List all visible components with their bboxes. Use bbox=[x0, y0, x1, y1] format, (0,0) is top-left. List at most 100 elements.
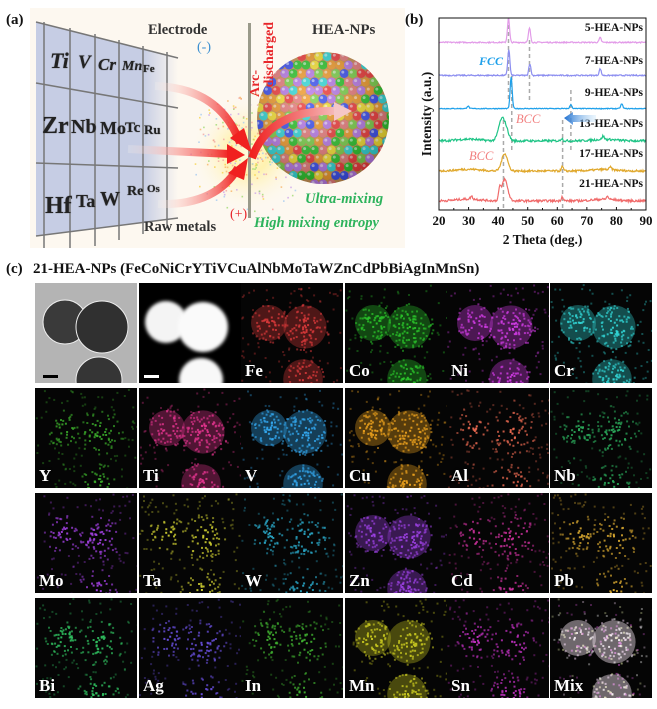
eds-map-in: In bbox=[241, 598, 343, 698]
eds-map-y: Y bbox=[35, 388, 137, 488]
spark bbox=[265, 156, 267, 159]
element-label: Pb bbox=[554, 571, 574, 590]
spark bbox=[254, 164, 257, 167]
spark bbox=[214, 145, 217, 148]
element-cell: Ta bbox=[76, 191, 96, 211]
element-cell: Os bbox=[147, 183, 160, 195]
spark bbox=[217, 144, 220, 147]
eds-map-al: Al bbox=[447, 388, 549, 488]
plus-label: (+) bbox=[230, 207, 248, 222]
spark bbox=[262, 198, 265, 200]
spark bbox=[231, 138, 233, 141]
annotation-bcc-17: BCC bbox=[469, 149, 494, 163]
y-axis-label: Intensity (a.u.) bbox=[419, 72, 434, 156]
spark bbox=[258, 190, 261, 193]
eds-map-ag: Ag bbox=[139, 598, 241, 698]
spark bbox=[256, 93, 258, 96]
spark bbox=[242, 117, 245, 119]
spark bbox=[198, 141, 200, 143]
element-label: Cr bbox=[554, 361, 574, 380]
spark bbox=[287, 196, 289, 199]
spark bbox=[251, 127, 253, 129]
element-label: V bbox=[245, 466, 258, 485]
spark bbox=[265, 153, 267, 155]
spark bbox=[252, 168, 254, 170]
spark bbox=[257, 158, 259, 160]
eds-map-bi: Bi bbox=[35, 598, 137, 698]
element-label: Mo bbox=[39, 571, 64, 590]
arc-label-1: Arc- bbox=[248, 70, 263, 97]
spark bbox=[283, 200, 285, 202]
eds-map-cd: Cd bbox=[447, 493, 549, 593]
arrow-top bbox=[154, 82, 244, 145]
element-cell: Re bbox=[127, 184, 144, 199]
element-label: Bi bbox=[39, 676, 56, 695]
panel-label-b: (b) bbox=[405, 12, 424, 28]
tem-image bbox=[35, 283, 137, 383]
element-label: Nb bbox=[554, 466, 576, 485]
spark bbox=[215, 199, 218, 201]
eds-map-mix: Mix bbox=[550, 598, 652, 698]
electrode-rod bbox=[248, 23, 251, 218]
spark bbox=[254, 192, 257, 194]
spark bbox=[222, 121, 224, 124]
arc-label-2: discharged bbox=[262, 22, 277, 88]
spark bbox=[203, 126, 205, 129]
series-label: 17-HEA-NPs bbox=[579, 148, 643, 160]
spark bbox=[280, 186, 283, 188]
spark bbox=[275, 176, 277, 179]
x-tick-label: 30 bbox=[462, 213, 475, 228]
spark bbox=[225, 189, 228, 192]
spark bbox=[242, 116, 245, 118]
electrode-label: Electrode bbox=[148, 22, 208, 38]
x-tick-label: 70 bbox=[580, 213, 593, 228]
spark bbox=[261, 195, 264, 198]
spark bbox=[254, 168, 256, 170]
spark bbox=[275, 178, 277, 180]
spark bbox=[235, 160, 237, 162]
arrow-bottom-head bbox=[228, 158, 248, 180]
spark bbox=[236, 189, 238, 191]
spark bbox=[215, 124, 218, 126]
spark bbox=[227, 128, 229, 130]
series-labels: 5-HEA-NPs7-HEA-NPs9-HEA-NPs13-HEA-NPs17-… bbox=[579, 22, 643, 190]
panel-a-graphics bbox=[35, 21, 389, 248]
minus-label: (-) bbox=[197, 40, 211, 55]
eds-map-cu: Cu bbox=[345, 388, 447, 488]
spark bbox=[255, 163, 257, 165]
spark bbox=[226, 166, 229, 169]
spark bbox=[224, 163, 226, 166]
spark bbox=[269, 161, 271, 163]
eds-map-pb: Pb bbox=[550, 493, 652, 593]
spark bbox=[258, 171, 260, 173]
spark bbox=[202, 133, 205, 136]
spark bbox=[223, 193, 226, 196]
spark bbox=[240, 145, 242, 148]
scale-bar bbox=[144, 375, 159, 378]
series-label: 7-HEA-NPs bbox=[585, 55, 644, 67]
panel-label-c: (c) bbox=[6, 261, 23, 277]
spark bbox=[225, 170, 228, 173]
spark bbox=[213, 186, 216, 188]
spark bbox=[245, 126, 247, 128]
element-label: Sn bbox=[451, 676, 470, 695]
spark bbox=[230, 113, 232, 116]
spark bbox=[251, 112, 253, 114]
spark bbox=[213, 141, 216, 143]
spark bbox=[253, 138, 255, 141]
spark bbox=[269, 163, 272, 166]
spark bbox=[259, 157, 262, 159]
spark bbox=[217, 157, 220, 159]
element-label: Cu bbox=[349, 466, 371, 485]
arrow-top-head bbox=[230, 128, 252, 153]
spark bbox=[261, 193, 264, 196]
element-label: Mn bbox=[349, 676, 375, 695]
x-tick-label: 80 bbox=[610, 213, 623, 228]
eds-map-mn: Mn bbox=[345, 598, 447, 698]
high-mixing-entropy-label: High mixing entropy bbox=[254, 215, 379, 231]
spark bbox=[204, 135, 207, 137]
spark bbox=[262, 160, 264, 162]
element-label: Y bbox=[39, 466, 52, 485]
spark bbox=[235, 144, 237, 147]
annotation-bcc-13: BCC bbox=[516, 112, 541, 126]
